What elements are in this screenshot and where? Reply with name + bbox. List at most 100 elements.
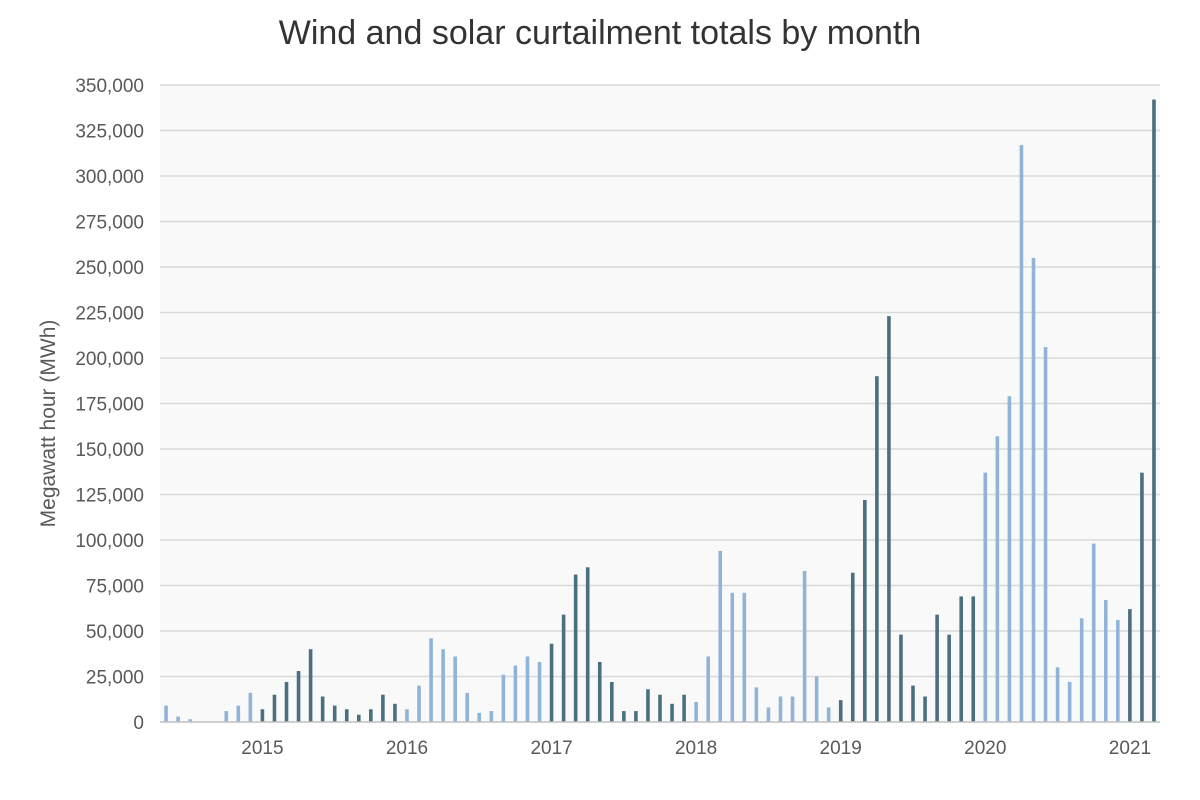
bar-2019-07[interactable] [911, 685, 915, 722]
bar-2019-08[interactable] [923, 696, 927, 722]
bar-2016-03[interactable] [429, 638, 433, 722]
y-tick-label: 275,000 [75, 213, 144, 234]
bar-2020-06[interactable] [1043, 347, 1048, 722]
bar-2016-02[interactable] [417, 685, 421, 722]
bar-2020-07[interactable] [1055, 667, 1060, 722]
bar-2018-12[interactable] [826, 707, 831, 722]
bar-2016-05[interactable] [453, 656, 457, 722]
bar-2015-07[interactable] [332, 705, 337, 722]
bar-2014-06[interactable] [176, 716, 180, 722]
bar-2020-08[interactable] [1067, 681, 1072, 722]
bar-2021-03[interactable] [1152, 99, 1156, 722]
x-tick-label: 2017 [530, 738, 572, 759]
bar-2019-06[interactable] [899, 634, 903, 722]
bar-2018-08[interactable] [778, 696, 783, 722]
bar-2020-09[interactable] [1079, 618, 1084, 722]
bars [164, 99, 1156, 723]
bar-2020-02[interactable] [995, 436, 1000, 722]
bar-2018-04[interactable] [730, 592, 735, 722]
bar-2020-01[interactable] [983, 472, 988, 722]
x-tick-label: 2015 [241, 738, 283, 759]
bar-2015-03[interactable] [284, 681, 289, 722]
y-tick-label: 150,000 [75, 440, 144, 461]
bar-2015-08[interactable] [344, 709, 349, 722]
bar-2019-10[interactable] [947, 634, 951, 722]
bar-2019-01[interactable] [838, 700, 843, 722]
y-axis-title: Megawatt hour (MWh) [37, 320, 60, 528]
bar-2015-02[interactable] [272, 694, 277, 722]
bar-2018-06[interactable] [754, 687, 759, 722]
bar-2016-09[interactable] [501, 674, 506, 722]
bar-2018-01[interactable] [694, 701, 698, 722]
bar-2019-03[interactable] [863, 499, 867, 722]
bar-2016-07[interactable] [477, 712, 482, 722]
bar-2018-10[interactable] [802, 570, 807, 722]
y-tick-label: 75,000 [86, 577, 144, 598]
bar-2014-11[interactable] [236, 705, 241, 722]
y-tick-label: 25,000 [86, 668, 144, 689]
bar-2020-11[interactable] [1103, 600, 1108, 722]
bar-2017-02[interactable] [561, 614, 566, 722]
bar-2015-10[interactable] [369, 709, 373, 722]
bar-2017-09[interactable] [646, 689, 650, 722]
bar-2015-05[interactable] [308, 649, 313, 722]
bar-2017-10[interactable] [658, 694, 662, 722]
bar-2018-02[interactable] [706, 656, 710, 722]
bar-2017-08[interactable] [634, 711, 638, 722]
gridlines [160, 84, 1160, 678]
bar-2020-04[interactable] [1019, 145, 1024, 722]
bar-2015-09[interactable] [357, 714, 361, 722]
bar-2020-05[interactable] [1031, 257, 1036, 722]
bar-2019-09[interactable] [935, 614, 939, 722]
bar-2020-03[interactable] [1007, 396, 1012, 722]
bar-2014-05[interactable] [164, 705, 168, 722]
bar-2019-11[interactable] [959, 596, 963, 722]
bar-2017-07[interactable] [622, 711, 626, 722]
bar-2018-03[interactable] [718, 550, 723, 722]
bar-2017-05[interactable] [597, 661, 602, 722]
bar-2016-01[interactable] [405, 709, 409, 722]
bar-2017-03[interactable] [573, 574, 578, 722]
y-tick-label: 0 [133, 713, 144, 734]
bar-2017-12[interactable] [682, 694, 686, 722]
bar-2018-07[interactable] [766, 707, 771, 722]
y-tick-label: 325,000 [75, 122, 144, 143]
y-tick-label: 200,000 [75, 349, 144, 370]
bar-2019-04[interactable] [875, 376, 879, 722]
bar-2021-01[interactable] [1128, 609, 1132, 722]
bar-2017-04[interactable] [585, 567, 590, 722]
bar-2020-12[interactable] [1116, 620, 1120, 722]
bar-2016-10[interactable] [513, 665, 518, 722]
bar-2016-04[interactable] [441, 649, 445, 722]
bar-2020-10[interactable] [1091, 543, 1096, 722]
bar-2014-07[interactable] [188, 719, 192, 722]
bar-2018-05[interactable] [742, 592, 747, 722]
bar-2014-10[interactable] [224, 711, 229, 722]
bar-2019-02[interactable] [850, 572, 855, 722]
x-tick-label: 2021 [1109, 738, 1151, 759]
bar-2019-12[interactable] [971, 596, 976, 722]
bar-2018-11[interactable] [814, 676, 819, 723]
bar-2016-11[interactable] [525, 656, 530, 722]
bar-2016-08[interactable] [489, 711, 494, 722]
bar-2015-06[interactable] [320, 696, 325, 722]
bar-2017-01[interactable] [549, 643, 554, 722]
bar-2015-11[interactable] [381, 694, 385, 722]
bar-2021-02[interactable] [1140, 472, 1144, 722]
y-tick-label: 125,000 [75, 486, 144, 507]
y-tick-label: 350,000 [75, 76, 144, 97]
bar-2019-05[interactable] [887, 316, 891, 722]
y-tick-label: 100,000 [75, 531, 144, 552]
bar-2016-12[interactable] [537, 661, 542, 722]
bar-2016-06[interactable] [465, 692, 470, 722]
bar-2017-06[interactable] [610, 681, 614, 722]
bar-2015-04[interactable] [296, 671, 301, 722]
bar-2018-09[interactable] [790, 696, 795, 722]
bar-2017-11[interactable] [670, 703, 674, 722]
bar-2015-12[interactable] [393, 703, 397, 722]
bar-2015-01[interactable] [260, 709, 265, 722]
y-tick-label: 225,000 [75, 304, 144, 325]
bar-2014-12[interactable] [248, 692, 253, 722]
